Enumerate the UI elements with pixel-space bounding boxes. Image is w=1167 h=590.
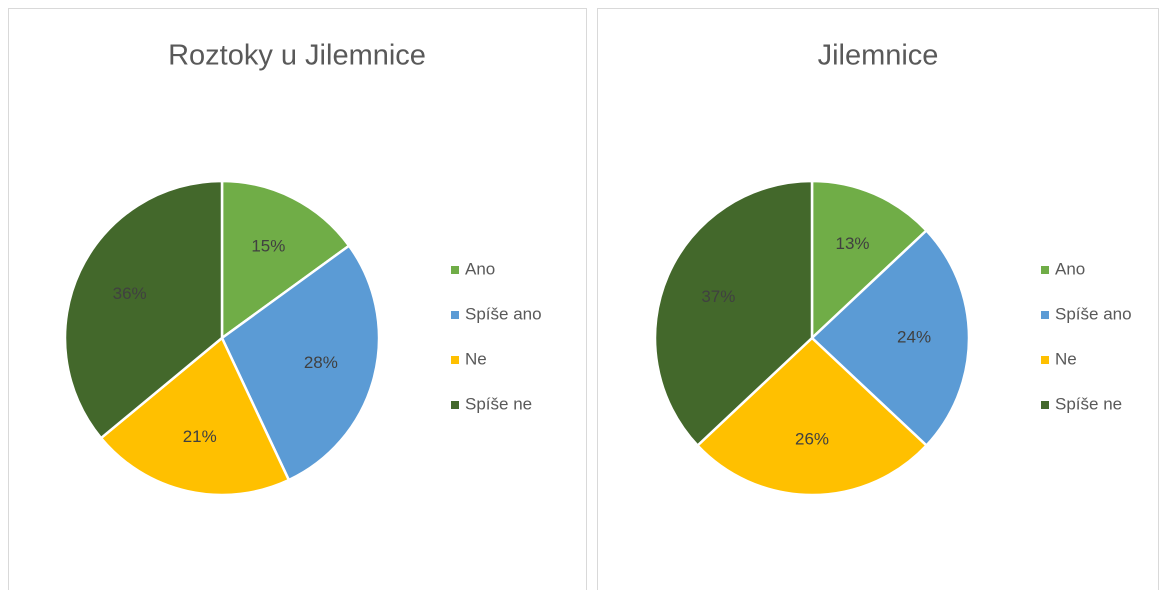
legend-label: Ne xyxy=(1055,349,1077,368)
data-label: 13% xyxy=(836,234,870,253)
legend-swatch xyxy=(451,311,459,319)
data-label: 37% xyxy=(701,287,735,306)
legend-label: Ano xyxy=(465,259,495,278)
data-label: 26% xyxy=(795,430,829,449)
legend-label: Spíše ano xyxy=(465,304,542,323)
chart-title: Jilemnice xyxy=(818,40,939,72)
data-label: 21% xyxy=(183,427,217,446)
legend-swatch xyxy=(1041,401,1049,409)
legend-label: Spíše ne xyxy=(465,394,532,413)
legend-label: Ano xyxy=(1055,259,1085,278)
pie-slice xyxy=(810,179,929,341)
pie-slice xyxy=(63,179,224,440)
pie-slice xyxy=(220,179,351,341)
pie-slice xyxy=(220,243,381,482)
pie-slice xyxy=(653,179,814,448)
pie-slice xyxy=(810,228,971,448)
chart-title: Roztoky u Jilemnice xyxy=(168,40,426,72)
data-label: 36% xyxy=(113,284,147,303)
pie-slice xyxy=(695,336,929,497)
legend-label: Ne xyxy=(465,349,487,368)
legend-swatch xyxy=(1041,356,1049,364)
data-label: 24% xyxy=(897,327,931,346)
legend-label: Spíše ne xyxy=(1055,394,1122,413)
legend-swatch xyxy=(451,356,459,364)
legend-swatch xyxy=(1041,311,1049,319)
legend-swatch xyxy=(1041,266,1049,274)
data-label: 15% xyxy=(251,237,285,256)
legend-swatch xyxy=(451,266,459,274)
legend-label: Spíše ano xyxy=(1055,304,1132,323)
pie-slice xyxy=(99,336,291,497)
legend-swatch xyxy=(451,401,459,409)
data-label: 28% xyxy=(304,353,338,372)
